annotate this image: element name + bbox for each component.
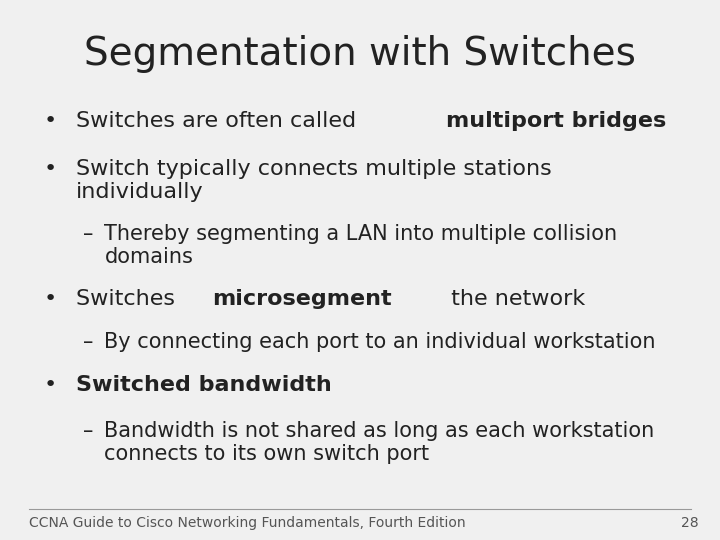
Text: Switch typically connects multiple stations
individually: Switch typically connects multiple stati… [76, 159, 552, 202]
Text: the network: the network [444, 289, 585, 309]
Text: CCNA Guide to Cisco Networking Fundamentals, Fourth Edition: CCNA Guide to Cisco Networking Fundament… [29, 516, 465, 530]
Text: –: – [83, 421, 93, 441]
Text: –: – [83, 224, 93, 244]
Text: •: • [44, 375, 57, 395]
Text: Segmentation with Switches: Segmentation with Switches [84, 35, 636, 73]
Text: Switches: Switches [76, 289, 181, 309]
Text: •: • [44, 111, 57, 131]
Text: •: • [44, 289, 57, 309]
Text: –: – [83, 332, 93, 352]
Text: multiport bridges: multiport bridges [446, 111, 667, 131]
Text: Switched bandwidth: Switched bandwidth [76, 375, 331, 395]
Text: Thereby segmenting a LAN into multiple collision
domains: Thereby segmenting a LAN into multiple c… [104, 224, 618, 267]
Text: Bandwidth is not shared as long as each workstation
connects to its own switch p: Bandwidth is not shared as long as each … [104, 421, 654, 464]
Text: •: • [44, 159, 57, 179]
Text: 28: 28 [681, 516, 698, 530]
Text: Switches are often called: Switches are often called [76, 111, 363, 131]
Text: By connecting each port to an individual workstation: By connecting each port to an individual… [104, 332, 656, 352]
Text: microsegment: microsegment [212, 289, 392, 309]
